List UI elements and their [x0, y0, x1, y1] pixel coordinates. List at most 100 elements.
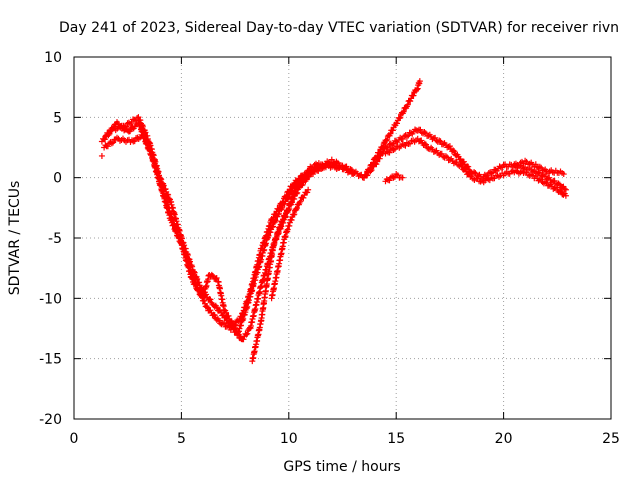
- series-track-c: [101, 131, 342, 333]
- series-track-d: [249, 160, 322, 365]
- data-point: [500, 167, 516, 179]
- chart-title: Day 241 of 2023, Sidereal Day-to-day VTE…: [59, 20, 619, 36]
- data-point: [399, 174, 406, 181]
- data-point: [543, 167, 559, 177]
- data-point: [193, 281, 210, 310]
- data-point: [489, 163, 506, 176]
- data-point: [101, 136, 119, 151]
- data-point: [414, 126, 431, 139]
- data-point: [275, 236, 288, 270]
- series-track-e: [268, 186, 312, 302]
- data-point: [124, 120, 141, 135]
- data-point: [305, 186, 312, 193]
- data-point: [139, 132, 156, 163]
- data-point: [457, 156, 474, 175]
- data-point: [238, 291, 253, 321]
- data-point: [249, 321, 264, 365]
- data-point: [247, 247, 264, 295]
- series-track-j: [511, 157, 567, 178]
- data-point: [554, 180, 568, 192]
- data-point: [416, 78, 423, 85]
- data-point: [382, 145, 398, 157]
- x-tick-label: 15: [387, 431, 405, 447]
- data-point: [335, 165, 342, 172]
- y-tick-label: -15: [39, 352, 62, 368]
- data-point: [403, 86, 420, 110]
- x-tick-labels: 0 5 10 15 20 25: [70, 431, 620, 447]
- data-point: [446, 143, 463, 163]
- data-point: [382, 121, 399, 144]
- data-point: [114, 119, 130, 134]
- data-point: [257, 217, 275, 252]
- y-tick-label: -10: [39, 291, 62, 307]
- series-track-a: [98, 114, 367, 339]
- data-point: [436, 137, 452, 151]
- data-point: [324, 161, 340, 172]
- data-point: [532, 161, 549, 174]
- data-point: [227, 313, 244, 333]
- data-point: [247, 284, 264, 332]
- data-point: [214, 278, 227, 313]
- data-point: [350, 171, 357, 178]
- data-point: [238, 325, 253, 343]
- data-point: [204, 304, 222, 324]
- grid-lines: [74, 57, 611, 419]
- data-point: [206, 271, 220, 282]
- data-point: [361, 163, 377, 181]
- data-point: [210, 302, 227, 319]
- data-point: [403, 126, 420, 140]
- series-isolated-point: [98, 152, 105, 159]
- x-tick-label: 10: [280, 431, 298, 447]
- y-tick-label: 0: [53, 171, 62, 187]
- data-point: [296, 189, 311, 206]
- series-track-b: [103, 119, 357, 343]
- data-point: [279, 207, 292, 224]
- data-point: [393, 104, 410, 127]
- axis-ticks: [73, 56, 612, 420]
- y-tick-label: 10: [44, 50, 62, 66]
- data-point: [554, 168, 566, 176]
- data-point: [182, 252, 199, 287]
- data-point: [264, 241, 277, 283]
- data-point: [150, 157, 167, 199]
- data-point: [562, 192, 569, 199]
- data-point: [500, 161, 516, 170]
- data-point: [98, 152, 105, 159]
- y-tick-label: -5: [48, 231, 62, 247]
- data-point: [315, 160, 322, 167]
- data-point: [511, 158, 527, 169]
- data-point: [268, 200, 285, 223]
- y-tick-label: 5: [53, 110, 62, 126]
- data-point: [479, 174, 495, 186]
- data-point: [414, 135, 431, 151]
- x-tick-label: 0: [70, 431, 79, 447]
- data-points: [98, 78, 569, 365]
- data-point: [292, 175, 306, 194]
- series-track-g: [361, 126, 569, 193]
- data-point: [554, 187, 568, 198]
- y-axis-title: SDTVAR / TECUs: [7, 181, 23, 296]
- data-point: [285, 189, 298, 213]
- data-point: [103, 121, 119, 139]
- data-point: [532, 169, 549, 180]
- y-tick-label: -20: [39, 412, 62, 428]
- data-point: [268, 267, 281, 302]
- x-axis-title: GPS time / hours: [283, 459, 400, 475]
- data-point: [562, 186, 569, 193]
- data-point: [161, 193, 178, 228]
- series-track-h: [382, 135, 569, 199]
- x-tick-label: 25: [602, 431, 620, 447]
- data-point: [257, 277, 271, 325]
- x-tick-label: 5: [177, 431, 186, 447]
- data-point: [393, 141, 409, 151]
- x-tick-label: 20: [495, 431, 513, 447]
- data-point: [457, 161, 474, 180]
- data-point: [511, 167, 527, 177]
- data-point: [300, 167, 313, 180]
- data-point: [543, 179, 559, 192]
- data-point: [403, 137, 420, 147]
- data-point: [560, 171, 567, 178]
- data-point: [371, 145, 388, 168]
- data-point: [382, 173, 398, 185]
